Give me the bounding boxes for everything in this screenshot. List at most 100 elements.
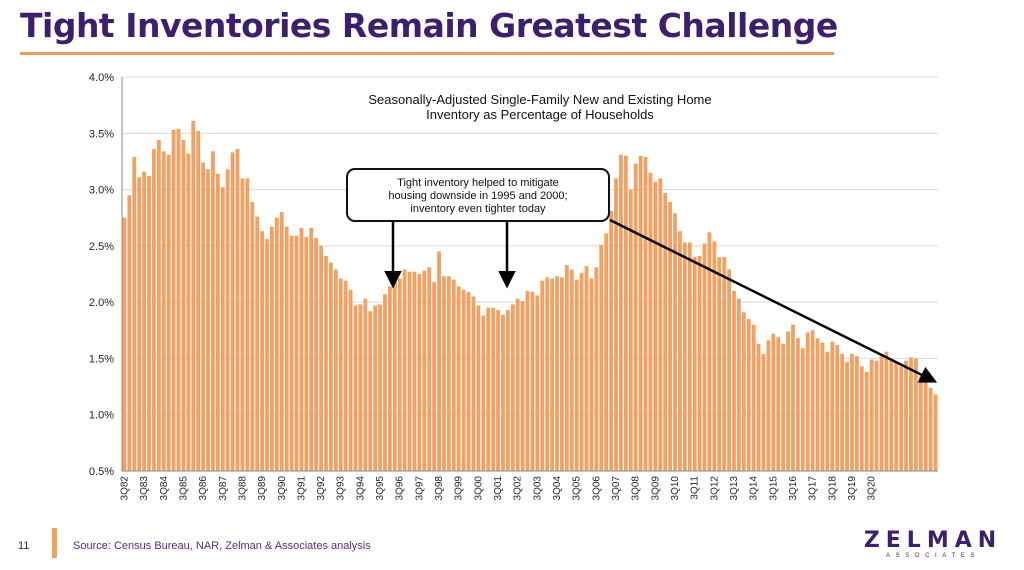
bar [830,341,835,471]
bar [132,156,137,471]
x-tick-label: 3Q88 [237,476,248,501]
bar [314,237,319,471]
bar [594,267,599,471]
bar [255,216,260,471]
logo-wordmark: ZELMAN [863,528,1003,553]
chart-title: Seasonally-Adjusted Single-Family New an… [368,92,711,107]
bar [574,279,579,471]
bar [825,351,830,471]
bar [702,243,707,471]
bar [358,304,363,471]
x-tick-label: 3Q19 [847,476,858,501]
bar [230,152,235,471]
bar [387,286,392,471]
bar [619,154,623,471]
bar [176,128,181,472]
x-tick-label: 3Q07 [611,476,622,501]
bar [653,181,658,472]
bar [211,151,215,471]
bar [299,227,304,471]
bar [727,269,732,471]
x-tick-label: 3Q13 [729,476,740,501]
bar [412,271,417,471]
bar [933,394,938,471]
bar [648,172,653,471]
x-tick-label: 3Q03 [532,476,543,501]
bar [343,280,348,471]
bar [496,310,500,471]
bar [181,140,186,472]
x-tick-label: 3Q90 [277,476,288,501]
bar [658,178,663,472]
y-tick-label: 3.5% [89,128,114,140]
x-tick-label: 3Q86 [198,476,209,501]
bar [564,264,569,471]
bar [348,289,353,471]
bar [417,274,422,471]
bar [614,178,618,472]
x-tick-label: 3Q04 [552,476,563,501]
bar [899,366,904,471]
bar [461,289,466,471]
bar [122,217,127,471]
y-tick-label: 3.0% [89,185,114,197]
bar [761,353,766,471]
bar [432,281,437,471]
bar [363,298,368,471]
bar [245,178,250,472]
bar [137,177,142,471]
bar [815,338,820,471]
bar [309,227,314,471]
x-tick-label: 3Q94 [355,476,366,501]
bar [584,266,589,471]
x-tick-label: 3Q91 [296,476,307,501]
annotation-box [346,168,610,222]
bar [501,314,505,471]
bar [491,307,496,471]
bar [373,305,378,471]
x-tick-label: 3Q89 [257,476,268,501]
y-tick-label: 2.0% [89,297,114,309]
bar [402,269,407,471]
bar [687,242,692,471]
bar [550,278,555,471]
bar [668,201,673,471]
bar [579,272,584,471]
x-tick-label: 3Q97 [414,476,425,501]
bar [397,278,402,471]
bar [904,360,908,471]
bar [451,279,456,471]
bar [338,278,343,471]
x-tick-label: 3Q00 [473,476,484,501]
bar [476,305,481,471]
bar [191,120,196,471]
x-tick-label: 3Q85 [178,476,189,501]
bar [663,192,668,471]
bar [820,342,825,471]
bar [707,232,712,471]
x-tick-label: 3Q18 [827,476,838,501]
bar [791,324,795,471]
bar [923,382,928,471]
bar [535,295,540,471]
bar [142,171,147,471]
bar [800,348,805,471]
title-underline [20,52,834,55]
bar [456,286,461,471]
bar [692,257,697,471]
bar [746,319,751,471]
x-tick-label: 3Q98 [434,476,445,501]
x-tick-label: 3Q84 [159,476,170,501]
chart-title: Inventory as Percentage of Households [426,107,654,122]
bar [560,277,564,471]
bar [152,149,156,471]
annotation-text: inventory even tighter today [410,203,546,215]
bar [909,357,913,471]
bar [771,333,776,471]
x-tick-label: 3Q10 [670,476,681,501]
bar [186,153,191,471]
bar [324,255,328,471]
bar [353,305,358,471]
bar [196,131,201,471]
bar [284,226,289,471]
